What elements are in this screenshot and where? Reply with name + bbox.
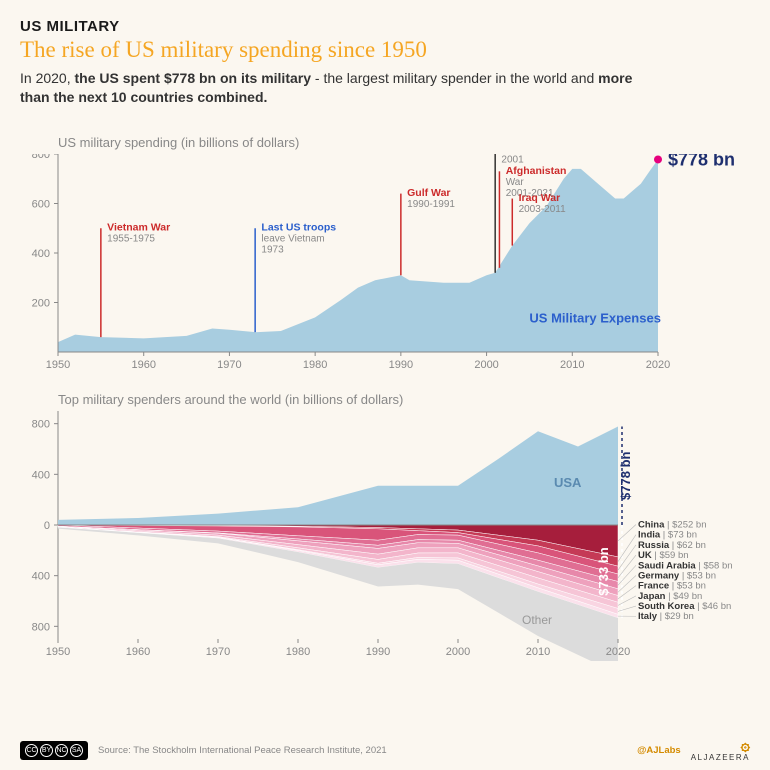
svg-text:2000: 2000 [474,359,498,371]
svg-text:1960: 1960 [126,646,150,658]
chart2-wrap: Top military spenders around the world (… [20,392,750,661]
chart1-wrap: US military spending (in billions of dol… [20,135,750,374]
svg-text:800: 800 [32,621,50,633]
svg-text:400: 400 [32,570,50,582]
svg-text:200: 200 [32,297,50,309]
svg-text:0: 0 [44,520,50,532]
svg-text:2020: 2020 [646,359,670,371]
svg-text:USA: USA [554,475,582,490]
lede-pre: In 2020, [20,70,75,86]
svg-text:1970: 1970 [206,646,230,658]
cc-icon: CC [25,744,38,757]
svg-text:1950: 1950 [46,646,70,658]
svg-text:leave Vietnam: leave Vietnam [261,234,324,245]
aljazeera-logo: ۞ ALJAZEERA [691,738,750,762]
svg-text:Italy | $29 bn: Italy | $29 bn [638,611,694,622]
svg-text:$733 bn: $733 bn [596,547,611,595]
svg-text:2010: 2010 [560,359,584,371]
svg-text:Iraq War: Iraq War [519,192,561,204]
top-spenders-stream-chart: 0 400 400 800 800 1950 1960 1970 1980 1990 2000 201… [20,411,750,661]
svg-text:2000: 2000 [446,646,470,658]
svg-text:Other: Other [522,613,552,627]
svg-text:2003-2011: 2003-2011 [519,204,567,215]
svg-text:800: 800 [32,418,50,430]
svg-text:1960: 1960 [131,359,155,371]
kicker: US MILITARY [20,18,750,35]
chart1-title: US military spending (in billions of dol… [58,135,750,150]
svg-text:Afghanistan: Afghanistan [506,165,567,177]
nc-icon: NC [55,744,68,757]
svg-text:1955-1975: 1955-1975 [107,234,155,245]
cc-license-badge: CC BY NC SA [20,741,88,760]
svg-text:400: 400 [32,248,50,260]
svg-text:1980: 1980 [286,646,310,658]
handle: @AJLabs [637,745,681,756]
svg-text:1980: 1980 [303,359,327,371]
source-text: Source: The Stockholm International Peac… [98,745,627,756]
svg-text:1950: 1950 [46,359,70,371]
lede: In 2020, the US spent $778 bn on its mil… [20,69,660,107]
us-spending-area-chart: 200 400 600 800 1950 1960 1970 1980 1990 2000 2010… [20,154,750,374]
svg-text:600: 600 [32,198,50,210]
svg-text:$778 bn: $778 bn [618,451,633,499]
svg-text:1990: 1990 [389,359,413,371]
svg-text:400: 400 [32,469,50,481]
svg-text:$778 bn: $778 bn [668,154,735,169]
footer: CC BY NC SA Source: The Stockholm Intern… [20,738,750,762]
svg-text:Last US troops: Last US troops [261,222,336,234]
svg-text:Gulf War: Gulf War [407,187,450,199]
svg-text:1990: 1990 [366,646,390,658]
chart2-title: Top military spenders around the world (… [58,392,750,407]
svg-text:Vietnam War: Vietnam War [107,222,170,234]
svg-text:1973: 1973 [261,245,284,256]
sa-icon: SA [70,744,83,757]
svg-text:US Military Expenses: US Military Expenses [529,310,661,325]
lede-mid: - the largest military spender in the wo… [311,70,598,86]
svg-text:1970: 1970 [217,359,241,371]
page-title: The rise of US military spending since 1… [20,37,750,63]
svg-text:1990-1991: 1990-1991 [407,199,455,210]
by-icon: BY [40,744,53,757]
svg-text:War: War [506,177,525,188]
svg-text:2020: 2020 [606,646,630,658]
svg-text:800: 800 [32,154,50,161]
lede-bold1: the US spent $778 bn on its military [75,70,312,86]
svg-text:2010: 2010 [526,646,550,658]
